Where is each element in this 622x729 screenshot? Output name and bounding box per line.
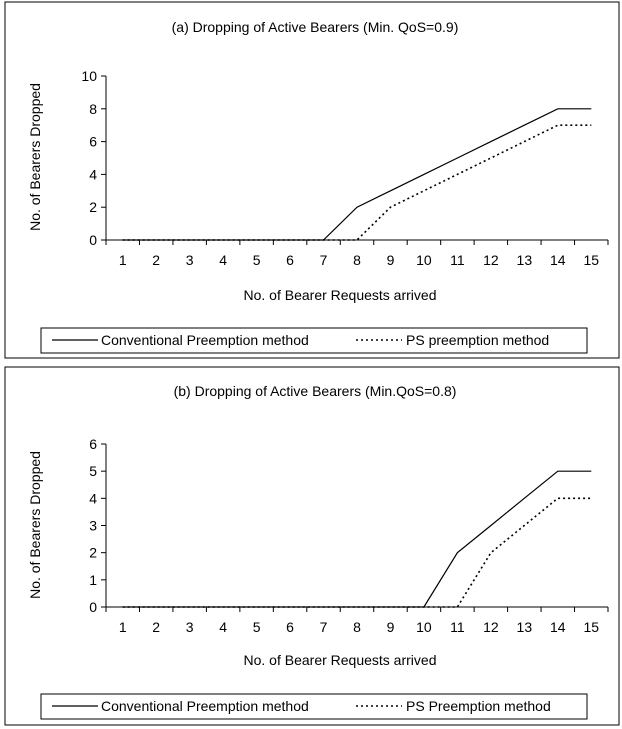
x-tick-label: 15 [583, 619, 599, 635]
x-tick-label: 9 [387, 619, 395, 635]
x-tick-label: 3 [186, 619, 194, 635]
chart-b-frame [4, 366, 620, 726]
chart-a-xlabel: No. of Bearer Requests arrived [244, 287, 437, 303]
x-tick-label: 2 [152, 619, 160, 635]
x-tick-label: 13 [517, 252, 533, 268]
chart-a-legend-label-ps: PS preemption method [406, 332, 549, 348]
x-tick-label: 2 [152, 252, 160, 268]
x-tick-label: 12 [483, 252, 499, 268]
chart-b-x-ticks: 1 2 3 4 5 6 7 8 9 10 11 12 13 14 15 [105, 607, 609, 635]
chart-a-legend-box [40, 327, 588, 354]
chart-a-x-ticks: 1 2 3 4 5 6 7 8 9 10 11 12 13 14 15 [105, 240, 609, 268]
y-tick-label: 2 [89, 545, 97, 561]
y-tick-label: 3 [89, 518, 97, 534]
chart-b-legend-label-conventional: Conventional Preemption method [101, 698, 309, 714]
y-tick-label: 8 [89, 101, 97, 117]
chart-b-y-ticks: 0 1 2 3 4 5 6 [89, 436, 106, 615]
chart-a-frame [4, 1, 620, 359]
y-tick-label: 6 [89, 436, 97, 452]
y-tick-label: 4 [89, 166, 97, 182]
x-tick-label: 14 [550, 252, 566, 268]
x-tick-label: 10 [416, 252, 432, 268]
chart-b-xlabel: No. of Bearer Requests arrived [244, 652, 437, 668]
x-tick-label: 8 [353, 619, 361, 635]
chart-a-title: (a) Dropping of Active Bearers (Min. QoS… [172, 19, 459, 35]
x-tick-label: 5 [253, 252, 261, 268]
x-tick-label: 4 [219, 252, 227, 268]
x-tick-label: 8 [353, 252, 361, 268]
series-line-conventional [122, 108, 592, 241]
chart-b-series [122, 470, 592, 608]
y-tick-label: 2 [89, 199, 97, 215]
y-tick-label: 0 [89, 232, 97, 248]
x-tick-label: 15 [583, 252, 599, 268]
y-tick-label: 0 [89, 599, 97, 615]
x-tick-label: 9 [387, 252, 395, 268]
x-tick-label: 5 [253, 619, 261, 635]
chart-b-legend-box [40, 693, 588, 720]
x-tick-label: 13 [517, 619, 533, 635]
chart-a-legend: Conventional Preemption method PS preemp… [40, 327, 588, 354]
chart-b-legend: Conventional Preemption method PS Preemp… [40, 693, 588, 720]
chart-b-legend-label-ps: PS Preemption method [406, 698, 551, 714]
y-tick-label: 6 [89, 134, 97, 150]
x-tick-label: 7 [320, 619, 328, 635]
x-tick-label: 6 [286, 252, 294, 268]
x-tick-label: 1 [119, 252, 127, 268]
chart-a-ylabel: No. of Bearers Dropped [27, 83, 43, 231]
y-tick-label: 4 [89, 490, 97, 506]
x-tick-label: 6 [286, 619, 294, 635]
x-tick-label: 10 [416, 619, 432, 635]
chart-b-ylabel: No. of Bearers Dropped [27, 451, 43, 599]
chart-b-title: (b) Dropping of Active Bearers (Min.QoS=… [174, 383, 457, 399]
x-tick-label: 3 [186, 252, 194, 268]
chart-a-series [122, 108, 592, 241]
x-tick-label: 4 [219, 619, 227, 635]
chart-a-y-ticks: 0 2 4 6 8 10 [81, 68, 106, 248]
series-line-conventional [122, 470, 592, 608]
x-tick-label: 14 [550, 619, 566, 635]
y-tick-label: 5 [89, 463, 97, 479]
y-tick-label: 1 [89, 572, 97, 588]
x-tick-label: 11 [450, 619, 465, 635]
chart-b: (b) Dropping of Active Bearers (Min.QoS=… [4, 366, 620, 726]
chart-a: (a) Dropping of Active Bearers (Min. QoS… [4, 1, 620, 359]
x-tick-label: 1 [119, 619, 127, 635]
x-tick-label: 12 [483, 619, 499, 635]
x-tick-label: 11 [450, 252, 465, 268]
x-tick-label: 7 [320, 252, 328, 268]
y-tick-label: 10 [81, 68, 97, 84]
chart-a-legend-label-conventional: Conventional Preemption method [101, 332, 309, 348]
